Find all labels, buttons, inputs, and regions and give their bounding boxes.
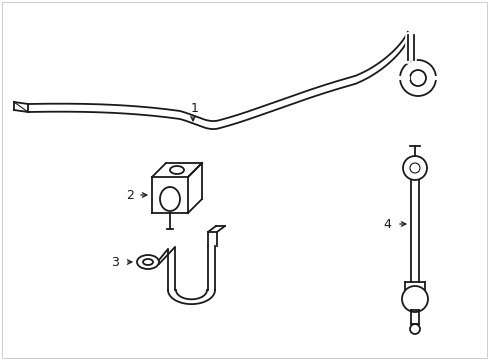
Text: 2: 2 [126,189,134,202]
Text: 3: 3 [111,256,119,269]
Text: 1: 1 [191,102,199,114]
Text: 4: 4 [382,217,390,230]
